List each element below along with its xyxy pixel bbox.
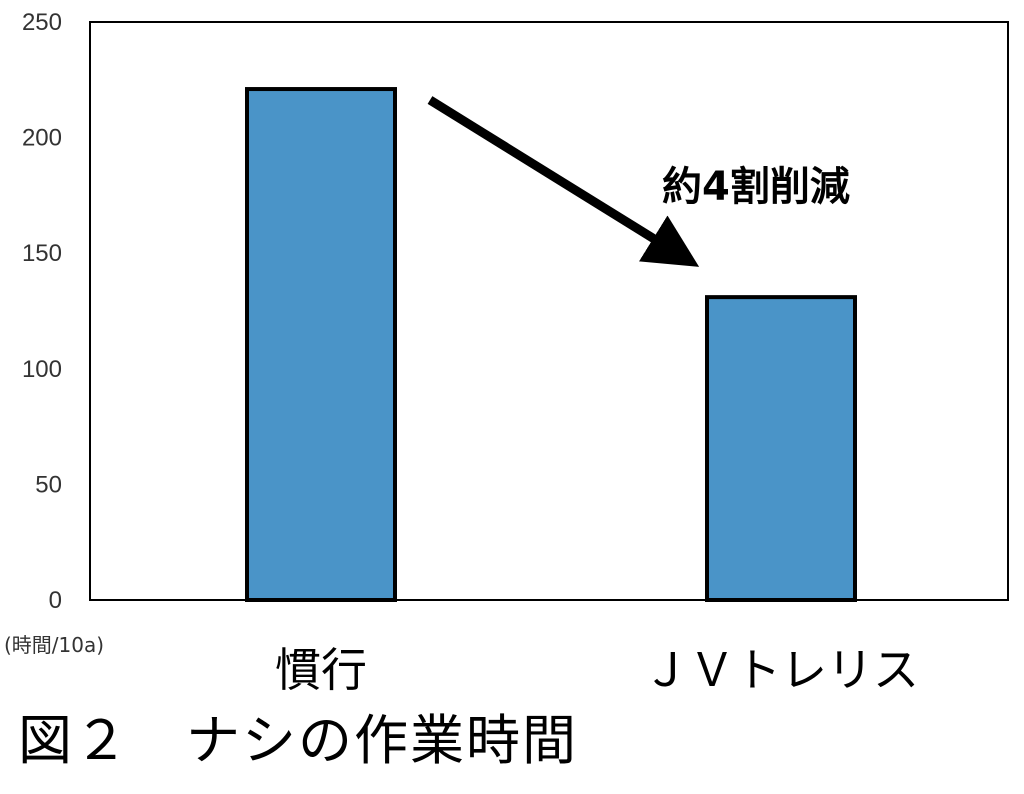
y-tick-label: 0 xyxy=(49,587,62,614)
x-category-label: ＪＶトレリス xyxy=(643,643,919,697)
y-tick-label: 250 xyxy=(22,9,62,36)
reduction-annotation: 約4割削減 xyxy=(662,164,850,210)
plot-frame xyxy=(89,21,1009,601)
y-tick-label: 50 xyxy=(35,471,62,498)
bar xyxy=(245,87,397,602)
y-tick-label: 150 xyxy=(22,240,62,267)
x-category-label: 慣行 xyxy=(275,643,367,697)
y-unit-label: (時間/10a) xyxy=(4,633,104,657)
figure-caption: 図２ ナシの作業時間 xyxy=(18,709,578,772)
bar-chart: 0 50 100 150 200 250 慣行 ＪＶトレリス (時間/10a) 約4割削減 xyxy=(4,9,1009,697)
y-tick-label: 200 xyxy=(22,125,62,152)
y-tick-label: 100 xyxy=(22,356,62,383)
bar xyxy=(705,295,857,602)
reduction-arrow xyxy=(427,96,700,267)
